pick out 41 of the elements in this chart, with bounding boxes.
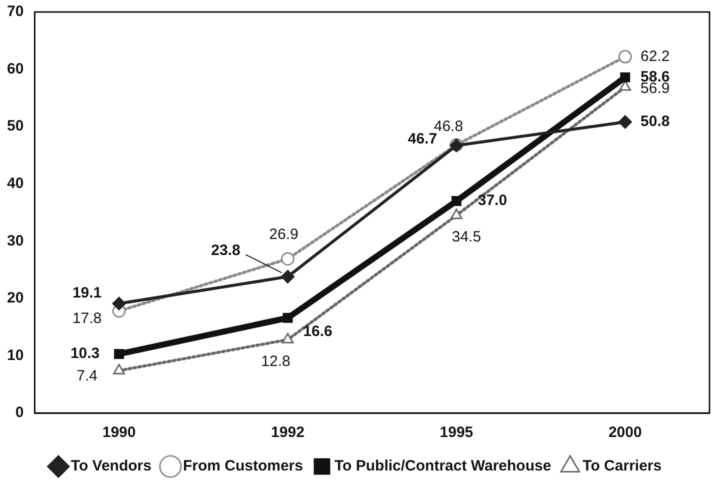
data-label: 10.3 <box>70 345 100 362</box>
y-tick-label: 50 <box>6 118 24 135</box>
y-tick-label: 40 <box>6 175 24 192</box>
data-label: 46.7 <box>408 130 438 148</box>
data-label: 50.8 <box>640 113 670 130</box>
point <box>451 196 462 206</box>
point <box>620 72 630 82</box>
x-tick-label: 1995 <box>440 424 474 442</box>
y-tick-label: 20 <box>6 290 24 307</box>
data-label: 37.0 <box>478 192 508 210</box>
legend-label: To Public/Contract Warehouse <box>334 458 552 475</box>
point <box>280 252 294 266</box>
x-tick-label: 1992 <box>271 424 304 442</box>
point <box>618 50 632 64</box>
point <box>114 349 124 359</box>
data-label: 16.6 <box>303 323 332 340</box>
point <box>282 332 294 344</box>
x-tick-label: 2000 <box>608 424 642 442</box>
data-label: 23.8 <box>211 242 240 259</box>
y-tick-label: 70 <box>6 3 24 20</box>
y-tick-label: 10 <box>6 346 24 364</box>
point <box>280 270 294 284</box>
y-tick-label: 0 <box>15 404 24 422</box>
data-label: 7.4 <box>76 368 98 385</box>
point <box>282 312 293 323</box>
legend-label: From Customers <box>182 458 303 475</box>
x-tick-label: 1990 <box>102 424 136 442</box>
y-tick-label: 60 <box>6 60 24 78</box>
data-label: 26.9 <box>269 226 298 244</box>
legend-label: To Carriers <box>582 458 662 475</box>
point <box>112 296 126 310</box>
y-tick-label: 30 <box>6 232 24 250</box>
point <box>113 364 125 374</box>
data-label: 34.5 <box>452 228 482 246</box>
data-label: 62.2 <box>640 48 670 65</box>
legend-label: To Vendors <box>70 458 152 475</box>
point <box>618 115 632 129</box>
point <box>450 208 462 220</box>
data-label: 12.8 <box>261 352 290 370</box>
data-label: 19.1 <box>72 284 102 302</box>
data-label: 17.8 <box>72 310 102 328</box>
